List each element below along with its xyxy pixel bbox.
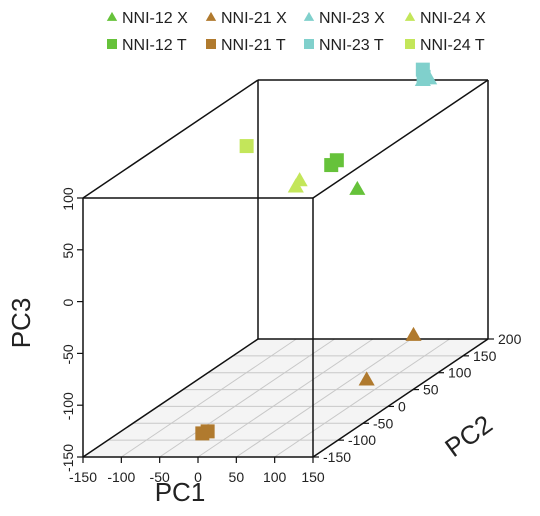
x-tick-label: -100 [107, 469, 135, 485]
legend-label: NNI-12 X [122, 10, 188, 27]
legend-marker [304, 39, 314, 49]
y-axis-label: PC2 [439, 409, 498, 463]
x-tick-label: 150 [301, 469, 325, 485]
legend: NNI-12 X NNI-21 X NNI-23 X NNI-24 X NNI-12 T… [106, 10, 486, 54]
z-tick-label: 50 [60, 243, 76, 259]
data-points [195, 62, 438, 441]
legend-marker [106, 11, 118, 21]
floor-gridline [159, 338, 335, 458]
data-point-nni-24-t [239, 139, 254, 154]
data-point-nni-21-t [200, 424, 215, 439]
legend-marker [205, 11, 217, 21]
y-tick-label: -100 [348, 432, 376, 448]
z-tick-label: 100 [60, 187, 76, 211]
y-tick-label: 150 [473, 348, 497, 364]
legend-marker [206, 39, 216, 49]
x-tick-label: 50 [229, 469, 245, 485]
legend-label: NNI-24 X [420, 10, 486, 27]
legend-marker [107, 39, 117, 49]
legend-label: NNI-23 T [319, 37, 384, 54]
z-tick-label: -150 [60, 444, 76, 472]
y-tick-label: -150 [323, 449, 351, 465]
box-edge [82, 338, 259, 458]
axis-ticks: -150 -100 -50 0 50 100 150-150-100-50050100-15… [60, 187, 522, 485]
legend-item: NNI-12 T [107, 37, 187, 54]
y-tick-label: 200 [498, 331, 522, 347]
legend-label: NNI-23 X [319, 10, 385, 27]
legend-item: NNI-12 X [106, 10, 188, 27]
legend-label: NNI-21 X [221, 10, 287, 27]
box-edge [312, 79, 489, 199]
x-tick-label: -150 [69, 469, 97, 485]
data-point-nni-21-x [405, 326, 422, 341]
x-tick-label: -50 [150, 469, 170, 485]
legend-item: NNI-23 T [304, 37, 384, 54]
legend-item: NNI-24 X [404, 10, 486, 27]
data-point-nni-12-t [329, 153, 344, 168]
floor-gridline [121, 338, 297, 458]
floor-gridline [274, 338, 450, 458]
z-tick-label: -50 [60, 344, 76, 364]
data-point-nni-23-t [416, 69, 431, 84]
legend-label: NNI-21 T [221, 37, 286, 54]
x-tick-label: 0 [194, 469, 202, 485]
legend-item: NNI-24 T [405, 37, 485, 54]
y-tick-label: 100 [448, 365, 472, 381]
floor-gridline [197, 338, 374, 458]
legend-label: NNI-24 T [420, 37, 485, 54]
legend-label: NNI-12 T [122, 37, 187, 54]
y-tick-label: -50 [373, 415, 393, 431]
x-tick-label: 100 [263, 469, 287, 485]
legend-item: NNI-21 X [205, 10, 287, 27]
legend-marker [404, 11, 416, 21]
data-point-nni-12-x [349, 180, 366, 195]
data-point-nni-21-x [358, 371, 375, 386]
legend-marker [405, 39, 415, 49]
box-edge [312, 338, 489, 458]
floor-gridline [236, 338, 412, 458]
y-tick-label: 50 [423, 382, 439, 398]
floor-grid [82, 338, 489, 458]
legend-marker [303, 11, 315, 21]
y-tick-label: 0 [398, 398, 406, 414]
box-edge [82, 79, 259, 199]
x-axis-label: PC1 [155, 477, 206, 507]
z-tick-label: 0 [60, 298, 76, 306]
z-axis-label: PC3 [6, 298, 36, 349]
legend-item: NNI-23 X [303, 10, 385, 27]
data-point-nni-24-x [287, 178, 304, 193]
legend-item: NNI-21 T [206, 37, 286, 54]
z-tick-label: -100 [60, 392, 76, 420]
